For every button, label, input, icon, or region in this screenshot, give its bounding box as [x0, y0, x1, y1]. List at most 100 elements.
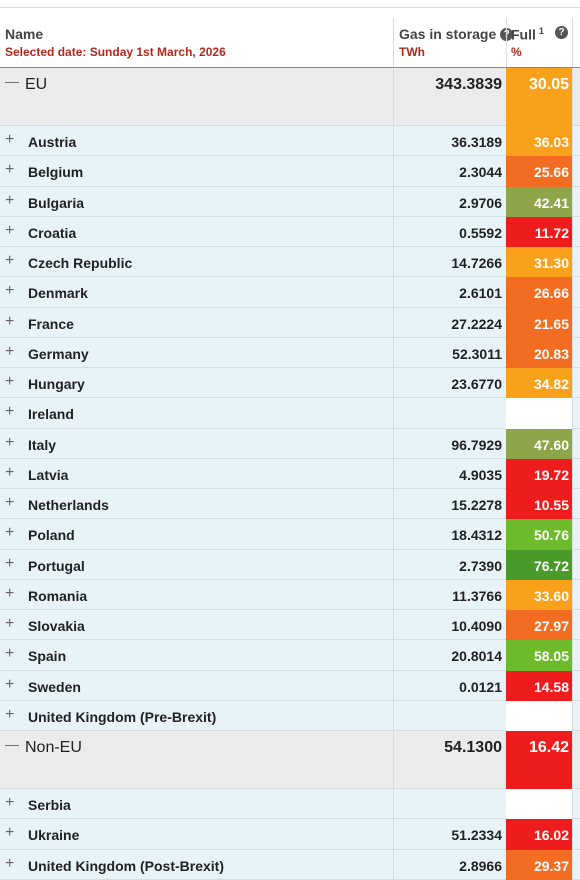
- country-row[interactable]: + United Kingdom (Pre-Brexit): [0, 700, 580, 731]
- country-row[interactable]: + Slovakia 10.4090 27.97: [0, 610, 580, 641]
- expand-icon[interactable]: +: [5, 282, 15, 300]
- expand-icon[interactable]: +: [5, 645, 15, 663]
- country-row[interactable]: + Poland 18.4312 50.76: [0, 519, 580, 550]
- full-value: 27.97: [533, 618, 569, 634]
- expand-icon[interactable]: +: [5, 675, 15, 693]
- gas-header[interactable]: Gas in storage ?: [399, 26, 514, 42]
- row-name: Czech Republic: [28, 255, 133, 271]
- country-row[interactable]: + United Kingdom (Post-Brexit) 2.8966 29.37: [0, 849, 580, 880]
- full-value: 11.72: [534, 224, 569, 241]
- divider: [572, 126, 573, 157]
- country-row[interactable]: + Czech Republic 14.7266 31.30: [0, 247, 580, 278]
- expand-icon[interactable]: +: [5, 342, 15, 360]
- expand-icon[interactable]: +: [5, 524, 15, 542]
- full-cell: 34.82: [506, 368, 572, 399]
- country-row[interactable]: + Bulgaria 2.9706 42.41: [0, 186, 580, 217]
- full-cell: 19.72: [506, 458, 572, 489]
- gas-value: 11.3766: [452, 587, 502, 604]
- row-name: Hungary: [28, 376, 85, 392]
- expand-icon[interactable]: +: [5, 373, 15, 390]
- full-value: 47.60: [533, 436, 569, 453]
- country-row[interactable]: + Austria 36.3189 36.03: [0, 126, 580, 157]
- expand-icon[interactable]: +: [5, 854, 15, 872]
- expand-icon[interactable]: +: [5, 221, 15, 239]
- row-name: Austria: [28, 134, 77, 150]
- country-row[interactable]: + Ukraine 51.2334 16.02: [0, 819, 580, 850]
- divider: [572, 277, 573, 308]
- gas-value: 23.6770: [451, 376, 502, 392]
- divider: [393, 277, 394, 308]
- group-row[interactable]: — Non-EU 54.1300 16.42: [0, 731, 580, 789]
- divider: [572, 700, 573, 731]
- expand-icon[interactable]: +: [5, 494, 15, 511]
- expand-icon[interactable]: +: [5, 554, 15, 572]
- full-cell: 30.05: [506, 68, 572, 126]
- expand-icon[interactable]: +: [5, 463, 15, 481]
- expand-icon[interactable]: +: [5, 252, 15, 269]
- expand-icon[interactable]: —: [5, 73, 19, 89]
- country-row[interactable]: + Denmark 2.6101 26.66: [0, 277, 580, 308]
- row-name: United Kingdom (Pre-Brexit): [28, 708, 217, 725]
- country-row[interactable]: + Hungary 23.6770 34.82: [0, 368, 580, 399]
- full-value: 34.82: [533, 376, 569, 392]
- divider: [393, 519, 394, 550]
- expand-icon[interactable]: +: [5, 615, 15, 632]
- divider: [393, 368, 394, 399]
- divider: [572, 428, 573, 459]
- row-name: Croatia: [28, 224, 77, 241]
- full-header[interactable]: Full 1: [511, 26, 544, 43]
- country-row[interactable]: + Romania 11.3766 33.60: [0, 579, 580, 610]
- full-cell: [506, 700, 572, 731]
- gas-value: 343.3839: [435, 76, 502, 93]
- selected-date: Selected date: Sunday 1st March, 2026: [5, 45, 226, 59]
- row-name: Serbia: [28, 797, 71, 813]
- row-name: Poland: [28, 527, 75, 544]
- divider: [393, 216, 394, 247]
- expand-icon[interactable]: +: [5, 403, 15, 421]
- divider: [393, 307, 394, 338]
- gas-value: 27.2224: [451, 315, 502, 332]
- divider: [393, 247, 394, 278]
- expand-icon[interactable]: +: [5, 794, 15, 811]
- expand-icon[interactable]: +: [5, 824, 15, 842]
- country-row[interactable]: + Latvia 4.9035 19.72: [0, 458, 580, 489]
- expand-icon[interactable]: +: [5, 131, 15, 148]
- expand-icon[interactable]: —: [5, 736, 19, 752]
- country-row[interactable]: + Sweden 0.0121 14.58: [0, 670, 580, 701]
- country-row[interactable]: + France 27.2224 21.65: [0, 307, 580, 338]
- expand-icon[interactable]: +: [5, 312, 15, 330]
- country-row[interactable]: + Portugal 2.7390 76.72: [0, 549, 580, 580]
- name-header[interactable]: Name: [5, 26, 44, 42]
- country-row[interactable]: + Ireland: [0, 398, 580, 429]
- divider: [393, 458, 394, 489]
- country-row[interactable]: + Croatia 0.5592 11.72: [0, 216, 580, 247]
- help-icon[interactable]: ?: [555, 26, 568, 39]
- gas-value: 0.5592: [459, 224, 502, 241]
- row-name: EU: [25, 76, 48, 93]
- full-cell: 33.60: [506, 579, 572, 610]
- full-value: 19.72: [533, 466, 569, 483]
- group-row[interactable]: — EU 343.3839 30.05: [0, 68, 580, 126]
- full-cell: 14.58: [506, 670, 572, 701]
- row-name: Ukraine: [28, 827, 80, 844]
- full-value: 14.58: [533, 678, 569, 695]
- full-cell: 36.03: [506, 126, 572, 157]
- expand-icon[interactable]: +: [5, 584, 15, 602]
- gas-value: 2.9706: [459, 194, 502, 211]
- expand-icon[interactable]: +: [5, 191, 15, 209]
- expand-icon[interactable]: +: [5, 433, 15, 451]
- row-name: Sweden: [28, 678, 81, 695]
- divider: [572, 216, 573, 247]
- country-row[interactable]: + Belgium 2.3044 25.66: [0, 156, 580, 187]
- country-row[interactable]: + Netherlands 15.2278 10.55: [0, 489, 580, 520]
- country-row[interactable]: + Serbia: [0, 789, 580, 820]
- divider: [572, 731, 573, 789]
- divider: [393, 489, 394, 520]
- expand-icon[interactable]: +: [5, 161, 15, 179]
- country-row[interactable]: + Spain 20.8014 58.05: [0, 640, 580, 671]
- country-row[interactable]: + Germany 52.3011 20.83: [0, 337, 580, 368]
- country-row[interactable]: + Italy 96.7929 47.60: [0, 428, 580, 459]
- expand-icon[interactable]: +: [5, 705, 15, 723]
- header-border: [0, 67, 580, 68]
